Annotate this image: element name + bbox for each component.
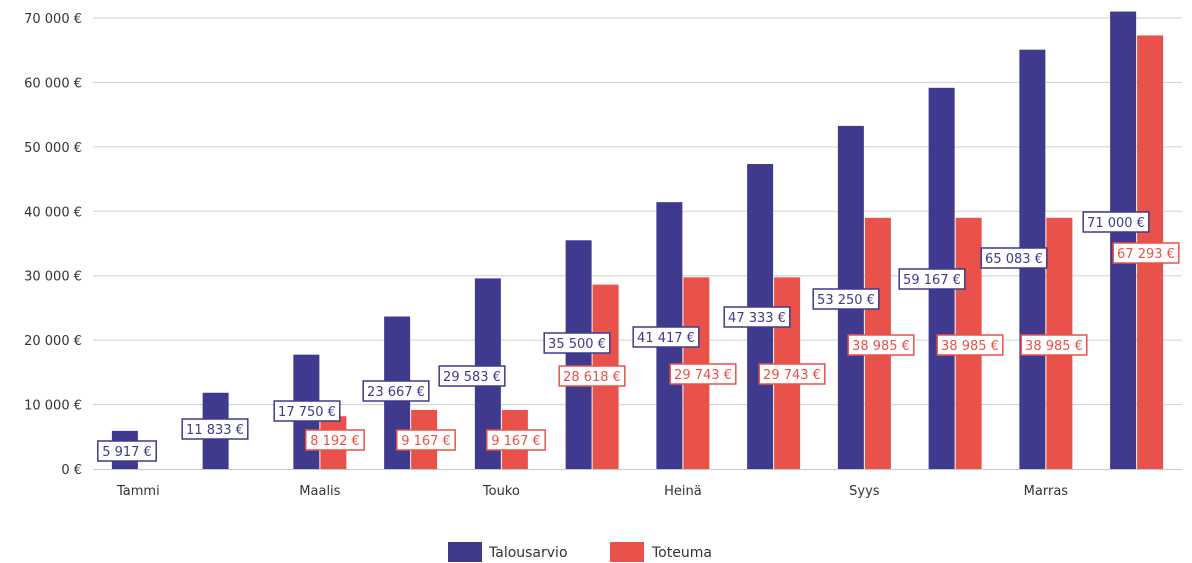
data-label-box xyxy=(1112,242,1180,264)
data-label-talousarvio: 5 917 € xyxy=(97,440,157,462)
bar-talousarvio xyxy=(1110,11,1137,470)
data-label-text: 17 750 € xyxy=(278,405,336,420)
data-label-text: 29 583 € xyxy=(443,370,501,385)
data-label-talousarvio: 35 500 € xyxy=(543,332,611,354)
legend-label: Talousarvio xyxy=(488,545,568,561)
x-tick-label: Maalis xyxy=(299,484,340,499)
y-tick-label: 50 000 € xyxy=(24,141,82,156)
data-label-talousarvio: 29 583 € xyxy=(438,365,506,387)
data-label-text: 5 917 € xyxy=(102,445,152,460)
data-label-box xyxy=(486,429,546,451)
data-labels: 5 917 € 11 833 € 17 750 € 23 667 € 29 583 € 3… xyxy=(97,211,1180,462)
data-label-box xyxy=(1020,334,1088,356)
data-label-box xyxy=(181,418,249,440)
y-axis-ticks: 0 € 10 000 € 20 000 € 30 000 € 40 000 € 50 00… xyxy=(24,12,82,478)
y-tick-label: 20 000 € xyxy=(24,334,82,349)
data-label-toteuma: 38 985 € xyxy=(936,334,1004,356)
data-label-box xyxy=(273,400,341,422)
data-label-talousarvio: 41 417 € xyxy=(632,326,700,348)
data-label-box xyxy=(362,380,430,402)
data-label-box xyxy=(723,306,791,328)
data-label-box xyxy=(669,363,737,385)
data-label-toteuma: 28 618 € xyxy=(558,365,626,387)
y-tick-label: 60 000 € xyxy=(24,76,82,91)
data-label-box xyxy=(558,365,626,387)
bars xyxy=(111,11,1164,470)
data-label-toteuma: 8 192 € xyxy=(305,429,365,451)
x-tick-label: Syys xyxy=(849,484,880,499)
data-label-text: 28 618 € xyxy=(563,370,621,385)
x-tick-label: Marras xyxy=(1024,484,1069,499)
legend: Talousarvio Toteuma xyxy=(448,542,712,562)
data-label-box xyxy=(980,247,1048,269)
x-tick-label: Tammi xyxy=(116,484,160,499)
data-label-text: 38 985 € xyxy=(941,339,999,354)
data-label-talousarvio: 53 250 € xyxy=(812,288,880,310)
data-label-toteuma: 38 985 € xyxy=(1020,334,1088,356)
data-label-talousarvio: 11 833 € xyxy=(181,418,249,440)
y-tick-label: 40 000 € xyxy=(24,205,82,220)
data-label-text: 41 417 € xyxy=(637,331,695,346)
x-axis-ticks: Tammi Maalis Touko Heinä Syys Marras xyxy=(116,484,1068,499)
data-label-text: 67 293 € xyxy=(1117,247,1175,262)
data-label-talousarvio: 17 750 € xyxy=(273,400,341,422)
legend-swatch xyxy=(610,542,644,562)
bar-talousarvio xyxy=(565,240,592,469)
y-tick-label: 10 000 € xyxy=(24,399,82,414)
legend-item-toteuma[interactable]: Toteuma xyxy=(610,542,712,562)
data-label-text: 71 000 € xyxy=(1087,216,1145,231)
data-label-box xyxy=(97,440,157,462)
data-label-text: 23 667 € xyxy=(367,385,425,400)
data-label-text: 59 167 € xyxy=(903,273,961,288)
data-label-box xyxy=(1082,211,1150,233)
data-label-box xyxy=(898,268,966,290)
data-label-text: 9 167 € xyxy=(401,434,451,449)
data-label-talousarvio: 23 667 € xyxy=(362,380,430,402)
gridlines xyxy=(93,17,1182,406)
data-label-box xyxy=(758,363,826,385)
legend-label: Toteuma xyxy=(651,545,712,561)
y-tick-label: 0 € xyxy=(61,463,82,478)
data-label-talousarvio: 59 167 € xyxy=(898,268,966,290)
y-tick-label: 30 000 € xyxy=(24,270,82,285)
data-label-text: 38 985 € xyxy=(852,339,910,354)
data-label-talousarvio: 47 333 € xyxy=(723,306,791,328)
data-label-text: 47 333 € xyxy=(728,311,786,326)
data-label-toteuma: 38 985 € xyxy=(847,334,915,356)
data-label-text: 35 500 € xyxy=(548,337,606,352)
x-tick-label: Touko xyxy=(482,484,520,499)
data-label-toteuma: 9 167 € xyxy=(486,429,546,451)
data-label-text: 53 250 € xyxy=(817,293,875,308)
data-label-text: 9 167 € xyxy=(491,434,541,449)
legend-swatch xyxy=(448,542,482,562)
data-label-text: 29 743 € xyxy=(763,368,821,383)
x-tick-label: Heinä xyxy=(664,484,702,499)
data-label-toteuma: 29 743 € xyxy=(669,363,737,385)
data-label-box xyxy=(936,334,1004,356)
y-tick-label: 70 000 € xyxy=(24,12,82,27)
data-label-box xyxy=(812,288,880,310)
data-label-box xyxy=(847,334,915,356)
data-label-text: 29 743 € xyxy=(674,368,732,383)
data-label-toteuma: 9 167 € xyxy=(396,429,456,451)
data-label-text: 65 083 € xyxy=(985,252,1043,267)
data-label-box xyxy=(438,365,506,387)
legend-item-talousarvio[interactable]: Talousarvio xyxy=(448,542,568,562)
data-label-talousarvio: 65 083 € xyxy=(980,247,1048,269)
data-label-box xyxy=(305,429,365,451)
data-label-box xyxy=(396,429,456,451)
data-label-talousarvio: 71 000 € xyxy=(1082,211,1150,233)
data-label-text: 8 192 € xyxy=(310,434,360,449)
data-label-text: 11 833 € xyxy=(186,423,244,438)
data-label-text: 38 985 € xyxy=(1025,339,1083,354)
data-label-box xyxy=(543,332,611,354)
data-label-toteuma: 29 743 € xyxy=(758,363,826,385)
data-label-toteuma: 67 293 € xyxy=(1112,242,1180,264)
data-label-box xyxy=(632,326,700,348)
